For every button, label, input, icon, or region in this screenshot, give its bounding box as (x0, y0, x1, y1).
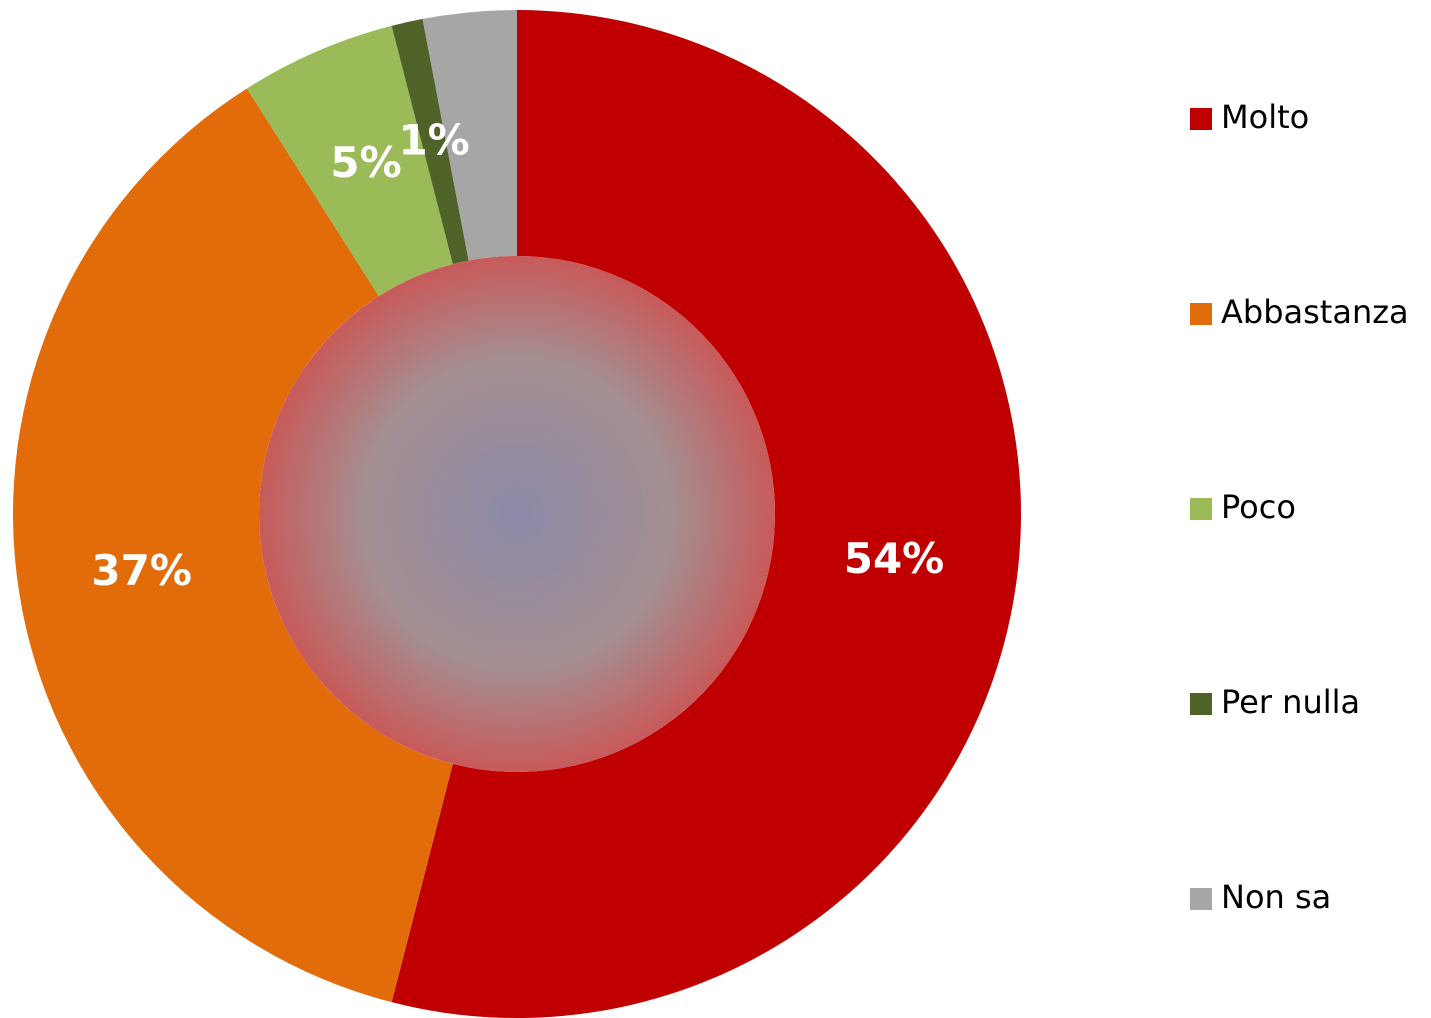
legend-swatch (1190, 888, 1212, 910)
legend-swatch (1190, 303, 1212, 325)
legend-swatch (1190, 693, 1212, 715)
value-label: 1% (398, 116, 469, 165)
slice (13, 88, 453, 1003)
slice (391, 10, 1021, 1018)
slice (246, 25, 453, 297)
legend-label: Molto (1221, 98, 1309, 136)
legend-label: Non sa (1221, 878, 1331, 916)
value-label: 37% (91, 546, 192, 595)
value-label: 54% (844, 534, 945, 583)
value-label: 5% (330, 138, 401, 187)
legend-label: Per nulla (1221, 683, 1360, 721)
slice (422, 10, 517, 261)
slice (391, 18, 469, 265)
legend-label: Poco (1221, 488, 1296, 526)
center-photo (259, 256, 775, 772)
legend-swatch (1190, 498, 1212, 520)
legend-label: Abbastanza (1221, 293, 1409, 331)
legend-swatch (1190, 108, 1212, 130)
